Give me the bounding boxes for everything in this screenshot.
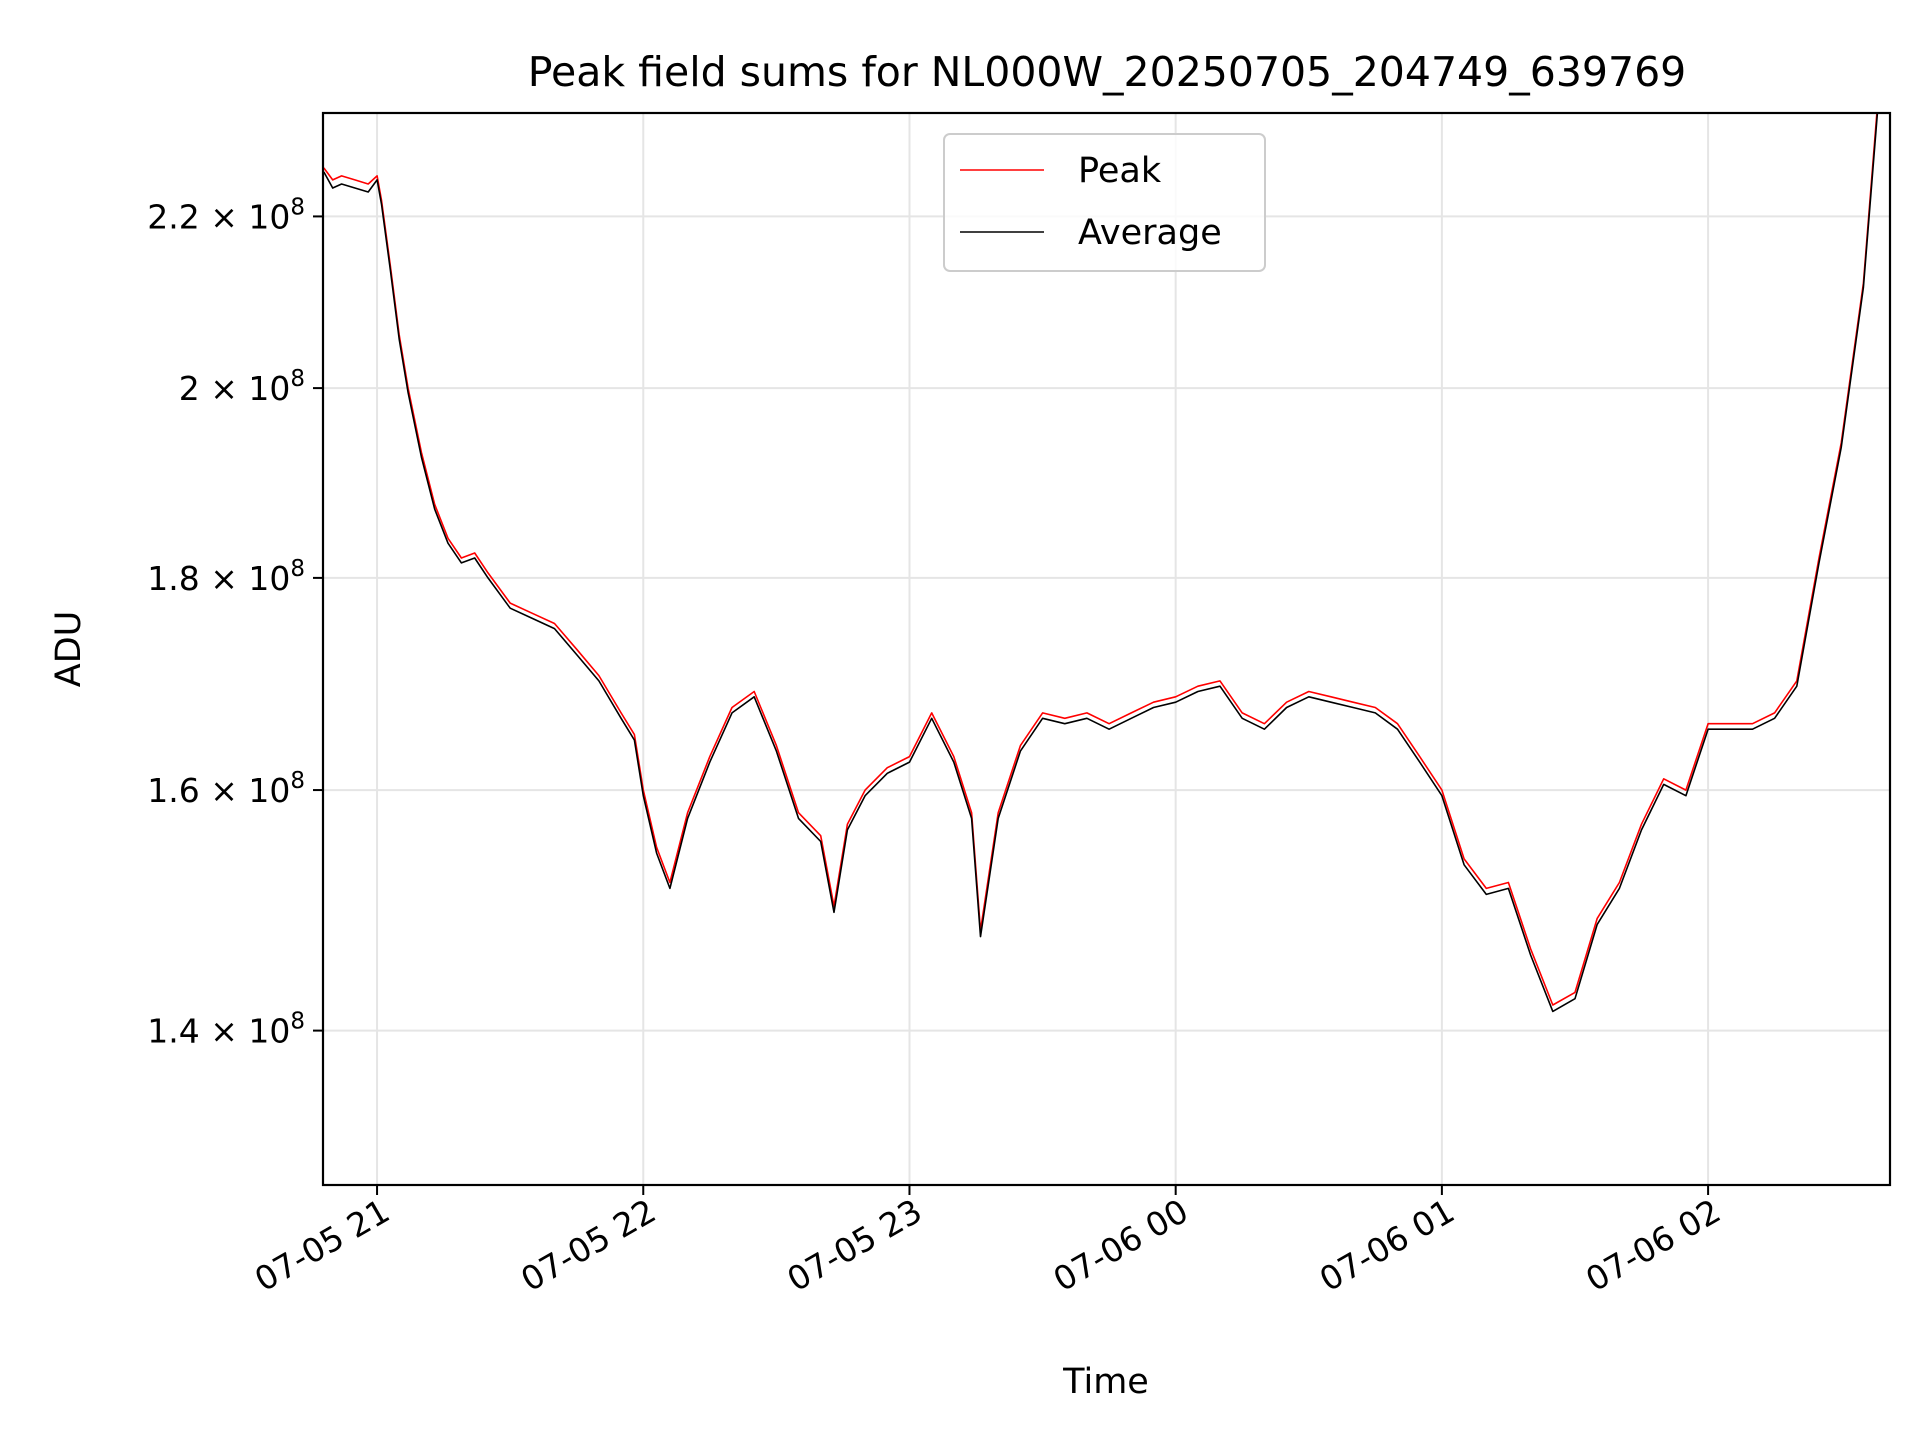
legend-label-peak: Peak <box>1078 151 1162 191</box>
plot-area <box>323 113 1890 1185</box>
y-tick-label: 1.6 × 108 <box>147 768 305 810</box>
y-tick-label: 1.8 × 108 <box>147 556 305 598</box>
x-axis-label: Time <box>1062 1362 1149 1402</box>
y-tick-label: 1.4 × 108 <box>147 1009 305 1051</box>
legend: Peak Average <box>943 133 1266 272</box>
legend-label-average: Average <box>1078 213 1222 253</box>
legend-box <box>943 133 1266 272</box>
chart-title: Peak field sums for NL000W_20250705_2047… <box>528 48 1687 96</box>
series-lines <box>323 113 1879 1013</box>
y-axis-ticks: 1.4 × 108 1.6 × 108 1.8 × 108 2 × 108 2.2 × … <box>147 194 323 1051</box>
y-axis-label: ADU <box>49 611 89 688</box>
series-line-average <box>323 113 1879 1013</box>
y-tick-label: 2 × 108 <box>179 366 305 408</box>
plot-frame <box>321 111 1892 1187</box>
y-tick-label: 2.2 × 108 <box>147 194 305 236</box>
